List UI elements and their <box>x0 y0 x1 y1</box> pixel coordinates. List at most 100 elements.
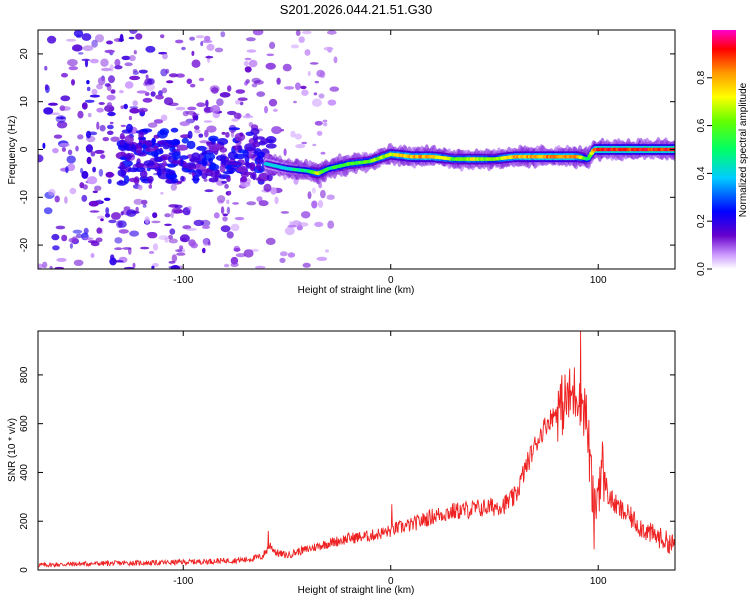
noise-blob <box>244 66 252 73</box>
noise-blob <box>139 170 148 179</box>
noise-blob <box>252 134 258 142</box>
noise-blob <box>265 62 276 70</box>
noise-blob <box>214 47 224 53</box>
spectrogram-xlabel: Height of straight line (km) <box>298 285 415 296</box>
noise-blob <box>234 99 241 105</box>
noise-blob <box>145 45 156 53</box>
noise-blob <box>148 250 155 254</box>
noise-blob <box>204 35 211 42</box>
noise-blob <box>233 247 241 252</box>
noise-blob <box>44 65 48 71</box>
noise-blob <box>160 192 164 195</box>
noise-blob <box>270 187 277 195</box>
noise-blob <box>126 209 137 217</box>
noise-blob <box>47 35 57 44</box>
noise-blob <box>147 122 158 128</box>
colorbar-gradient <box>712 30 736 269</box>
noise-blob <box>81 102 88 110</box>
noise-blob <box>66 155 76 164</box>
noise-blob <box>121 55 131 61</box>
noise-blob <box>294 133 302 140</box>
noise-blob <box>54 195 60 203</box>
noise-blob <box>55 225 66 230</box>
noise-blob <box>86 156 92 165</box>
noise-blob <box>274 196 279 205</box>
noise-blob <box>314 221 324 228</box>
noise-blob <box>132 100 138 107</box>
noise-blob <box>119 139 126 146</box>
noise-blob <box>119 90 124 94</box>
noise-blob <box>100 58 109 67</box>
noise-blob <box>135 162 145 168</box>
noise-blob <box>171 254 178 263</box>
noise-blob <box>146 151 156 156</box>
noise-blob <box>181 46 186 51</box>
noise-blob <box>323 122 328 127</box>
noise-blob <box>129 106 139 109</box>
noise-blob <box>304 49 311 56</box>
noise-blob <box>246 37 256 42</box>
noise-blob <box>223 263 230 268</box>
noise-blob <box>137 152 147 157</box>
noise-blob <box>320 189 326 199</box>
noise-blob <box>186 78 193 85</box>
noise-blob <box>73 259 84 266</box>
noise-blob <box>179 245 184 250</box>
noise-blob <box>220 31 226 38</box>
noise-blob <box>110 136 120 142</box>
noise-blob <box>108 75 115 84</box>
noise-blob <box>213 212 220 219</box>
noise-blob <box>327 220 335 229</box>
noise-blob <box>323 46 334 51</box>
noise-blob <box>125 123 133 133</box>
noise-blob <box>53 134 63 139</box>
noise-blob <box>144 216 150 224</box>
noise-blob <box>246 178 251 184</box>
noise-blob <box>143 160 155 167</box>
noise-blob <box>192 174 200 184</box>
noise-blob <box>329 86 340 92</box>
noise-blob <box>59 142 70 147</box>
noise-blob <box>236 168 244 172</box>
noise-blob <box>133 176 140 185</box>
noise-blob <box>148 184 153 189</box>
noise-blob <box>269 41 276 50</box>
noise-blob <box>87 112 92 118</box>
noise-blob <box>113 260 124 263</box>
snr-panel: -100 0 100 0 200 400 600 800 Height of straight… <box>7 330 676 596</box>
noise-blob <box>325 249 329 253</box>
noise-blob <box>97 199 102 205</box>
noise-blob <box>128 36 135 40</box>
noise-blob <box>91 88 98 95</box>
noise-blob <box>204 129 209 138</box>
noise-blob <box>92 166 96 173</box>
noise-blob <box>238 149 247 154</box>
noise-blob <box>322 119 328 123</box>
noise-blob <box>243 249 254 258</box>
noise-blob <box>147 78 155 85</box>
noise-blob <box>71 44 83 52</box>
noise-blob <box>38 154 44 163</box>
noise-blob <box>187 205 192 211</box>
noise-blob <box>60 95 71 102</box>
y-tick-label: 0 <box>19 567 30 573</box>
noise-blob <box>105 171 114 178</box>
noise-blob <box>246 201 257 206</box>
noise-blob <box>59 105 66 112</box>
noise-blob <box>165 169 176 176</box>
noise-blob <box>100 67 112 72</box>
noise-blob <box>193 219 205 227</box>
noise-blob <box>106 94 116 101</box>
noise-blob <box>204 189 214 193</box>
noise-blob <box>205 55 214 59</box>
noise-blob <box>280 211 290 214</box>
noise-blob <box>89 210 100 213</box>
noise-blob <box>145 74 149 79</box>
noise-blob <box>264 105 268 114</box>
noise-blob <box>254 265 266 269</box>
noise-blob <box>71 79 75 86</box>
noise-blob <box>117 169 127 177</box>
noise-blob <box>106 83 112 92</box>
noise-blob <box>154 149 164 155</box>
noise-blob <box>168 261 176 264</box>
